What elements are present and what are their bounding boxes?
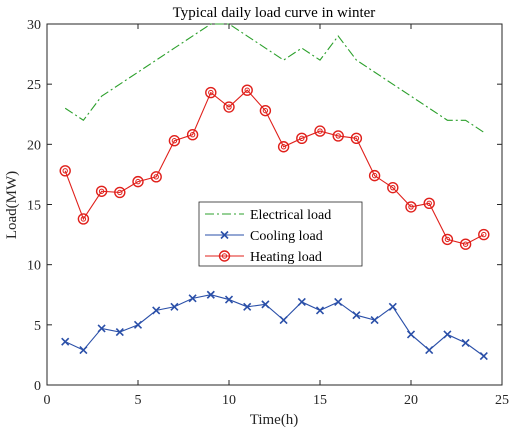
data-point	[79, 346, 88, 355]
legend-entry: Electrical load	[205, 208, 331, 223]
series-line-electrical-load	[64, 23, 485, 133]
y-tick-label: 5	[34, 319, 41, 334]
data-point	[259, 104, 272, 117]
data-point	[352, 311, 361, 320]
legend-entry: Heating load	[205, 250, 322, 265]
data-point	[461, 338, 470, 347]
data-point	[423, 197, 435, 209]
data-point	[241, 84, 253, 96]
data-point	[114, 186, 126, 199]
legend-entry: Cooling load	[205, 229, 323, 244]
legend-label: Electrical load	[250, 208, 331, 223]
series-layer	[59, 23, 490, 361]
data-point	[188, 294, 197, 303]
data-point	[441, 233, 454, 246]
series-line-cooling-load	[64, 294, 485, 357]
legend-label: Heating load	[250, 250, 322, 265]
data-point	[388, 302, 397, 311]
data-point	[133, 320, 143, 329]
data-point	[478, 228, 490, 241]
legend-label: Cooling load	[250, 229, 323, 244]
legend-marker	[218, 250, 231, 262]
data-point	[97, 324, 106, 333]
y-tick-label: 20	[27, 138, 41, 153]
series-heating-load	[59, 84, 490, 250]
data-point	[77, 213, 90, 225]
x-tick-label: 20	[404, 393, 418, 408]
series-cooling-load	[61, 290, 488, 361]
data-point	[370, 315, 379, 325]
data-point	[132, 175, 144, 188]
data-point	[223, 101, 235, 113]
x-tick-label: 25	[495, 393, 509, 408]
data-point	[152, 306, 161, 315]
y-tick-label: 25	[27, 78, 41, 93]
data-point	[479, 352, 488, 361]
y-tick-label: 0	[34, 379, 41, 394]
chart-title: Typical daily load curve in winter	[173, 5, 376, 21]
series-electrical-load	[64, 23, 485, 133]
data-point	[425, 346, 434, 355]
data-point	[332, 130, 344, 142]
data-point	[95, 185, 108, 197]
y-axis: 0 5 10 15 20 25 30	[27, 18, 502, 394]
data-point	[170, 302, 179, 311]
data-point	[459, 238, 472, 250]
data-point	[350, 132, 363, 145]
x-tick-label: 0	[44, 393, 51, 408]
x-tick-label: 15	[313, 393, 327, 408]
data-point	[368, 169, 381, 182]
data-point	[297, 297, 306, 307]
data-point	[406, 330, 416, 339]
data-point	[115, 327, 124, 337]
data-point	[243, 302, 252, 311]
data-point	[59, 165, 71, 177]
data-point	[279, 315, 288, 325]
data-point	[315, 306, 325, 315]
y-tick-label: 10	[27, 259, 41, 274]
x-axis-title: Time(h)	[250, 412, 299, 428]
data-point	[205, 86, 217, 99]
data-point	[168, 135, 181, 147]
data-point	[224, 295, 234, 304]
y-tick-label: 15	[27, 199, 41, 214]
data-point	[405, 201, 417, 213]
data-point	[443, 330, 452, 339]
x-tick-label: 10	[222, 393, 236, 408]
data-point	[296, 132, 308, 145]
legend-marker	[220, 230, 229, 240]
data-point	[150, 171, 162, 183]
x-axis: 0 5 10 15 20 25	[44, 24, 509, 408]
x-tick-label: 5	[135, 393, 142, 408]
legend: Electrical load Cooling load Heating load	[198, 201, 363, 267]
data-point	[186, 129, 199, 141]
data-point	[61, 337, 70, 346]
y-axis-title: Load(MW)	[4, 171, 20, 239]
data-point	[206, 290, 215, 299]
y-tick-label: 30	[27, 18, 41, 33]
data-point	[277, 141, 290, 153]
data-point	[387, 181, 399, 194]
data-point	[261, 300, 270, 309]
data-point	[314, 125, 326, 137]
series-line-heating-load	[64, 89, 485, 245]
data-point	[334, 297, 343, 307]
